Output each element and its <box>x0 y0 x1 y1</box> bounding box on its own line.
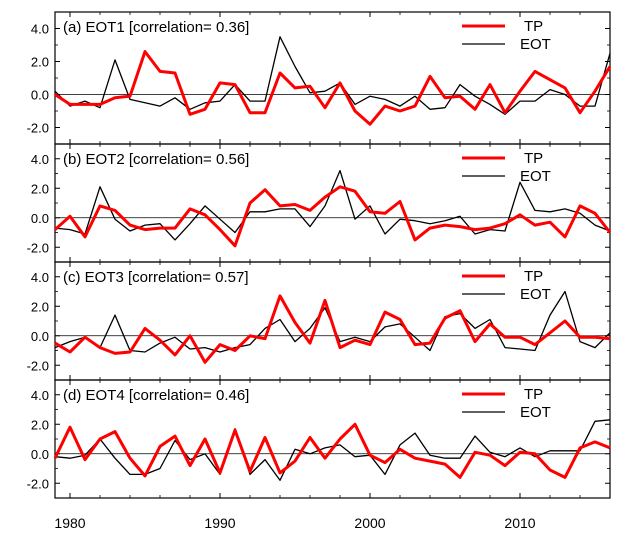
y-tick-label: -2.0 <box>27 358 49 373</box>
x-tick-label: 2010 <box>504 515 535 531</box>
y-tick-label: -2.0 <box>27 240 49 255</box>
y-tick-label: 4.0 <box>31 270 49 285</box>
legend-eot-label: EOT <box>520 286 551 303</box>
y-tick-label: 0.0 <box>31 329 49 344</box>
x-tick-label: 1990 <box>204 515 235 531</box>
legend-eot-label: EOT <box>520 404 551 421</box>
eot-line-1 <box>54 36 611 115</box>
x-tick-label: 1980 <box>54 515 85 531</box>
tp-line-3 <box>54 294 611 364</box>
x-tick-label: 2000 <box>354 515 385 531</box>
y-tick-label: 4.0 <box>31 22 49 37</box>
y-tick-label: 2.0 <box>31 181 49 196</box>
y-tick-label: 2.0 <box>31 55 49 70</box>
y-tick-label: 0.0 <box>31 211 49 226</box>
panel-title-1: (a) EOT1 [correlation= 0.36] <box>63 19 249 36</box>
legend-tp-label: TP <box>524 18 543 35</box>
y-tick-label: 2.0 <box>31 299 49 314</box>
legend-tp-label: TP <box>524 150 543 167</box>
panel-title-2: (b) EOT2 [correlation= 0.56] <box>63 151 249 168</box>
tp-line-1 <box>54 50 612 126</box>
y-tick-label: -2.0 <box>27 121 49 136</box>
legend-eot-label: EOT <box>520 36 551 53</box>
legend-tp-label: TP <box>524 268 543 285</box>
y-tick-label: 4.0 <box>31 388 49 403</box>
y-tick-label: 0.0 <box>31 88 49 103</box>
tp-line-4 <box>53 422 611 479</box>
y-tick-label: 2.0 <box>31 417 49 432</box>
y-tick-label: 0.0 <box>31 447 49 462</box>
y-tick-label: 4.0 <box>31 152 49 167</box>
legend-eot-label: EOT <box>520 168 551 185</box>
panel-title-3: (c) EOT3 [correlation= 0.57] <box>63 269 249 286</box>
y-tick-label: -2.0 <box>27 476 49 491</box>
legend-tp-label: TP <box>524 386 543 403</box>
panel-title-4: (d) EOT4 [correlation= 0.46] <box>63 387 249 404</box>
tp-line-2 <box>54 185 612 248</box>
eot-line-2 <box>54 169 611 241</box>
